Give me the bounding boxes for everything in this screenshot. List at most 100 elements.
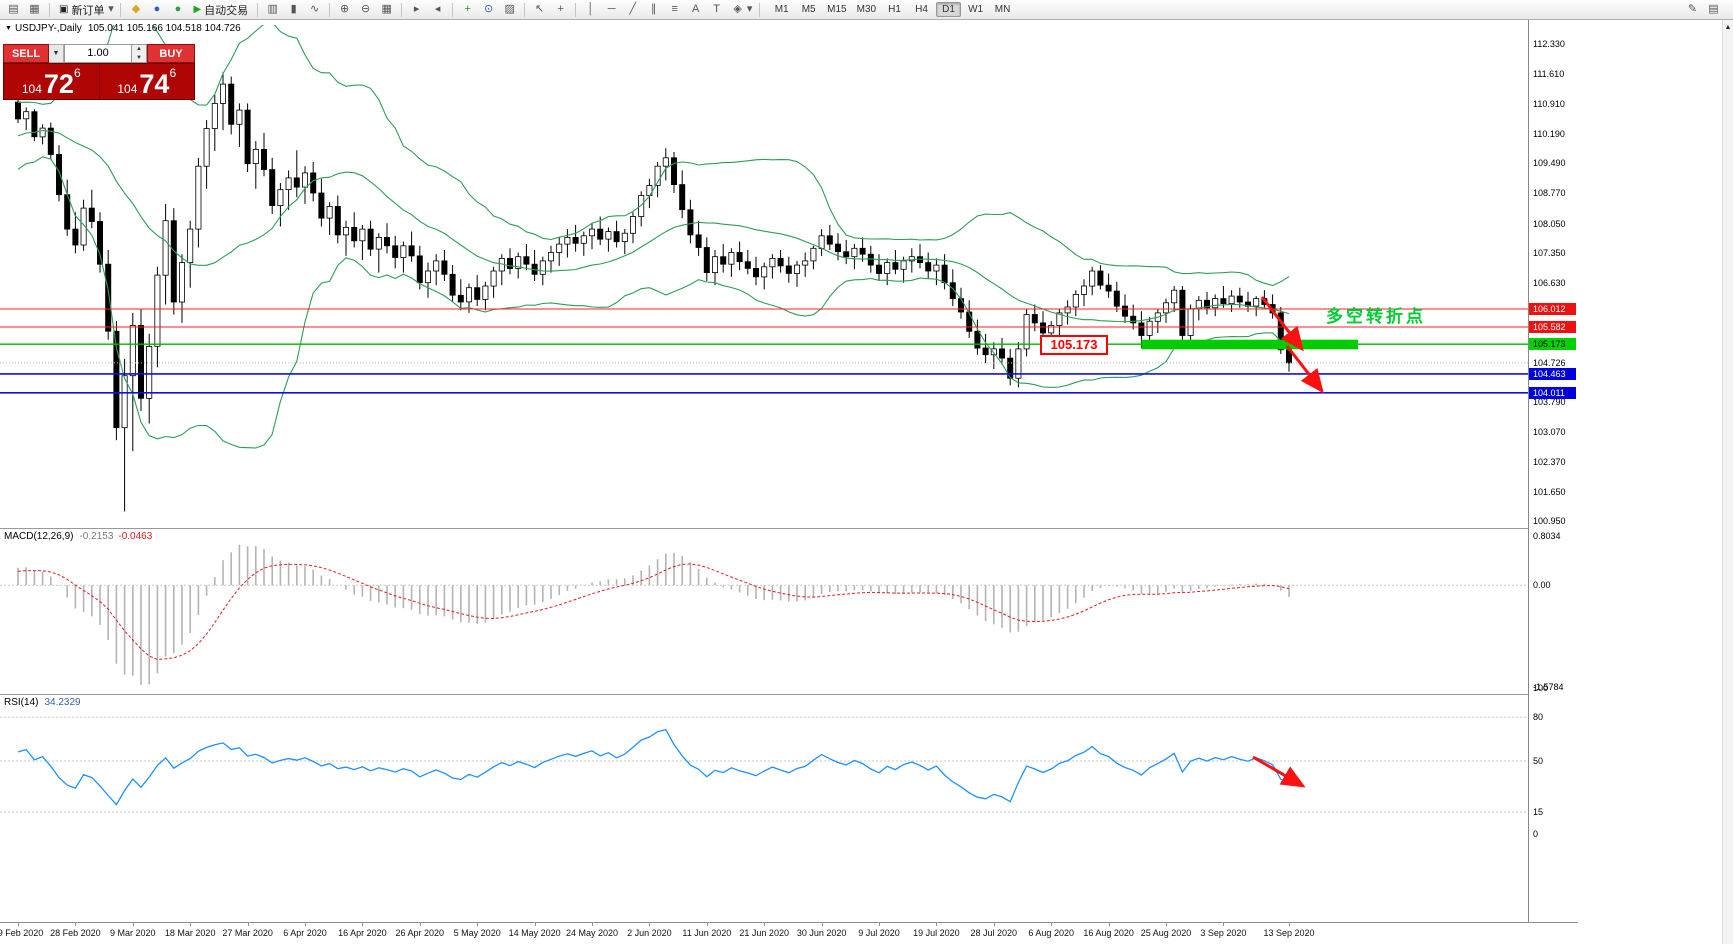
templates-icon[interactable]: ▨ [504, 2, 515, 15]
price-callout-label[interactable]: 105.173 [1040, 335, 1108, 355]
candle-body [392, 245, 399, 258]
metaeditor-icon[interactable]: ◆ [131, 2, 141, 15]
scroll-up-icon[interactable]: ▲ [1724, 24, 1732, 31]
lot-decrease-icon[interactable]: ▼ [136, 55, 142, 61]
crosshair-icon[interactable]: + [557, 2, 564, 15]
shapes-icon[interactable]: ◈ [733, 2, 742, 15]
date-axis-label: 5 May 2020 [453, 928, 501, 938]
candle-body [744, 261, 751, 269]
indicators-icon[interactable]: + [464, 2, 471, 15]
price-axis-label: 100.950 [1533, 516, 1566, 527]
ask-price[interactable]: 104 74 6 [98, 64, 195, 99]
channel-icon[interactable]: ∥ [650, 2, 657, 15]
lot-size-stepper[interactable]: ▲ ▼ [132, 44, 147, 63]
candle-body [851, 247, 858, 258]
timeframe-mn-button[interactable]: MN [994, 4, 1011, 15]
auto-scroll-icon[interactable]: ▸ [413, 2, 420, 15]
print-icon[interactable]: ▤ [1708, 2, 1719, 15]
vertical-line-icon[interactable]: │ [587, 2, 595, 15]
refresh-icon[interactable]: ● [174, 2, 182, 15]
oct-collapse-icon[interactable]: ▼ [5, 25, 12, 32]
new-chart-icon[interactable]: ▤ [8, 2, 19, 15]
candle-body [966, 311, 973, 332]
rsi-axis-label: 100 [1533, 683, 1549, 693]
periods-icon[interactable]: ⊙ [484, 2, 494, 15]
oct-controls-row: SELL ▼ 1.00 ▲ ▼ BUY [3, 44, 195, 63]
bar-chart-icon[interactable]: ▥ [267, 2, 278, 15]
bollinger-lower-band [17, 156, 1290, 449]
candlestick-chart-icon[interactable]: ▮ [290, 2, 297, 15]
candle-body [662, 157, 669, 167]
timeframe-m15-button[interactable]: M15 [827, 4, 847, 15]
candle-body [293, 177, 300, 188]
new-order-dropdown-icon[interactable]: ▾ [108, 2, 114, 15]
autotrading-button[interactable]: ▶ 自动交易 [188, 1, 253, 19]
timeframe-m30-button[interactable]: M30 [856, 4, 877, 15]
timeframe-w1-button[interactable]: W1 [968, 4, 984, 15]
toolbar-separator [401, 2, 403, 17]
cursor-icon[interactable]: ↖ [535, 2, 545, 15]
lot-size-input[interactable]: 1.00 [64, 44, 132, 63]
horizontal-line-icon[interactable]: ─ [607, 2, 616, 15]
turning-point-annotation[interactable]: 多空转折点 [1326, 307, 1426, 326]
toolbar-separator [452, 2, 454, 17]
candle-body [589, 228, 596, 237]
candle-body [219, 83, 226, 104]
buy-button[interactable]: BUY [147, 44, 195, 63]
zoom-in-icon[interactable]: ⊕ [340, 2, 350, 15]
date-axis[interactable]: 19 Feb 2020 28 Feb 2020 9 Mar 2020 18 Mar 2… [0, 922, 1578, 944]
timeframe-m5-button[interactable]: M5 [801, 4, 816, 15]
order-type-dropdown[interactable]: ▼ [49, 44, 64, 63]
candle-body [474, 287, 481, 300]
trendline-icon[interactable]: ╱ [629, 2, 636, 15]
pencil-icon[interactable]: ✎ [1687, 2, 1698, 15]
history-center-icon[interactable]: ● [153, 2, 161, 15]
tile-windows-icon[interactable]: ▦ [381, 2, 392, 15]
fibonacci-icon[interactable]: ≡ [671, 2, 678, 15]
bid-price[interactable]: 104 72 6 [4, 64, 99, 99]
candle-body [1122, 305, 1129, 317]
macd-axis-label: 0.00 [1533, 580, 1551, 591]
vertical-scrollbar[interactable]: ▲ [1722, 20, 1733, 944]
candle-body [433, 260, 440, 272]
candle-body [941, 264, 948, 284]
timeframe-m1-button[interactable]: M1 [774, 4, 789, 15]
timeframe-d1-button[interactable]: D1 [936, 2, 962, 17]
shapes-dropdown-icon[interactable]: ▾ [746, 2, 753, 15]
rsi-value: 34.2329 [44, 697, 81, 708]
timeframe-h4-button[interactable]: H4 [915, 4, 928, 15]
support-zone-rect [1141, 339, 1358, 350]
new-order-button[interactable]: ▣ 新订单 [54, 1, 109, 19]
toolbar-separator [257, 2, 259, 17]
bid-pipette: 6 [73, 66, 81, 80]
date-tick [764, 923, 766, 926]
price-axis[interactable]: 112.330 111.610 110.910 110.190 109.490 108.7… [1529, 20, 1578, 944]
date-axis-label: 14 May 2020 [508, 928, 561, 938]
sell-button[interactable]: SELL [3, 44, 49, 63]
candle-body [1040, 322, 1047, 334]
price-axis-label: 110.190 [1533, 128, 1565, 139]
candle-body [56, 154, 63, 196]
date-axis-label: 18 Mar 2020 [164, 928, 216, 938]
zoom-out-icon[interactable]: ⊖ [361, 2, 371, 15]
candle-body [613, 231, 620, 243]
profiles-icon[interactable]: ▦ [29, 2, 40, 15]
candle-body [1187, 308, 1194, 336]
timeframe-h1-button[interactable]: H1 [888, 4, 901, 15]
lot-increase-icon[interactable]: ▲ [136, 46, 142, 52]
candle-body [1056, 312, 1063, 326]
candle-body [1105, 284, 1112, 292]
candle-body [621, 232, 628, 242]
toolbar-separator [49, 2, 50, 17]
down-arrow-annotation [1260, 296, 1304, 352]
text-label-icon[interactable]: T [713, 2, 721, 15]
chart-shift-icon[interactable]: ◂ [434, 2, 441, 15]
candle-body [1113, 290, 1120, 307]
date-axis-label: 13 Sep 2020 [1263, 928, 1315, 938]
candle-body [383, 236, 390, 247]
date-axis-label: 30 Jun 2020 [796, 928, 847, 938]
line-chart-icon[interactable]: ∿ [310, 2, 320, 15]
text-icon[interactable]: A [691, 2, 700, 15]
price-axis-label: 111.610 [1533, 69, 1565, 80]
